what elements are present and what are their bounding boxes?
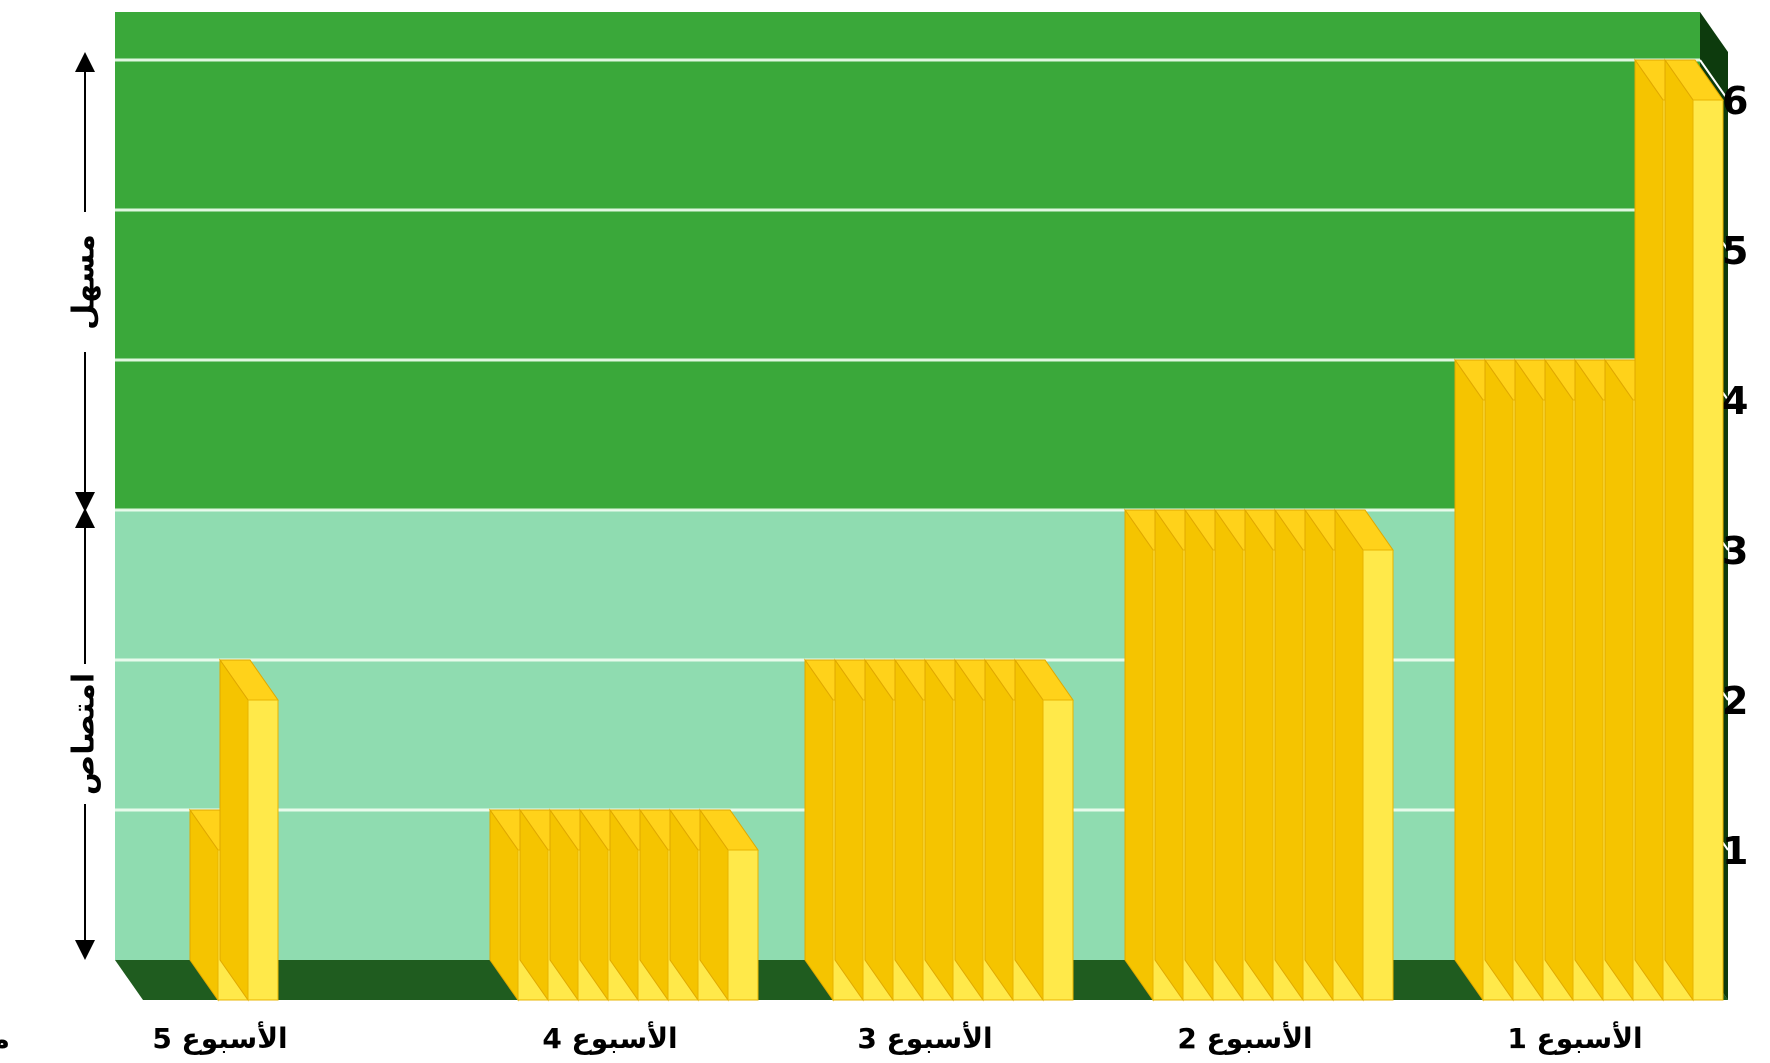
bar-g3-2-side <box>834 658 864 1002</box>
y-ticks-group: 1 2 3 4 5 6 <box>1722 79 1748 873</box>
zone-2 <box>115 12 1700 510</box>
bar-g4-6-side <box>1274 508 1304 1002</box>
bar-g3-3-side <box>864 658 894 1002</box>
side-labels-group: امتصاص مسهل <box>67 52 102 960</box>
bar-g5-2-side <box>1484 358 1514 1002</box>
bar-g3-8-side <box>1014 658 1044 1002</box>
category-label-5: الأسبوع 1 <box>1507 1021 1642 1055</box>
zones-group <box>115 12 1700 960</box>
category-label-4: الأسبوع 2 <box>1177 1021 1312 1055</box>
bar-g4-3-side <box>1184 508 1214 1002</box>
bar-g5-7-side <box>1634 58 1664 1002</box>
category-label-3: الأسبوع 3 <box>857 1021 992 1055</box>
bar-g5-8 <box>1664 58 1724 1002</box>
bar-g3-8-front <box>1042 699 1074 1001</box>
bar-g4-2-side <box>1154 508 1184 1002</box>
bar-g2-8 <box>699 808 759 1002</box>
bar-g3-8 <box>1014 658 1074 1002</box>
bar-g1-2-front <box>247 699 279 1001</box>
bar-g4-8 <box>1334 508 1394 1002</box>
bars-group <box>189 58 1724 1002</box>
zone-label-1: امتصاص <box>67 673 102 795</box>
bar-g4-4-side <box>1214 508 1244 1002</box>
bar-g5-3-side <box>1514 358 1544 1002</box>
bar-g5-4-side <box>1544 358 1574 1002</box>
bar-g4-8-front <box>1362 549 1394 1001</box>
bar-g3-7-side <box>984 658 1014 1002</box>
bar-g5-8-side <box>1664 58 1694 1002</box>
bar-g1-2-side <box>219 658 249 1002</box>
bar-g3-5-side <box>924 658 954 1002</box>
category-labels-group: الأسبوع 5 الأسبوع 4 الأسبوع 3 الأسبوع 2 الأس… <box>152 1021 1642 1055</box>
bar-g4-8-side <box>1334 508 1364 1002</box>
bar-g3-1-side <box>804 658 834 1002</box>
x-axis-title: مدة العلاج <box>0 1022 10 1056</box>
bar-g3-4-side <box>894 658 924 1002</box>
bar-g4-1-side <box>1124 508 1154 1002</box>
bar-g5-1-side <box>1454 358 1484 1002</box>
bar-g1-2 <box>219 658 279 1002</box>
bar-g4-7-side <box>1304 508 1334 1002</box>
y-tick-label-3: 3 <box>1722 529 1748 573</box>
y-tick-label-5: 5 <box>1722 229 1748 273</box>
bar-g2-8-front <box>727 849 759 1001</box>
category-label-1: الأسبوع 5 <box>152 1021 287 1055</box>
bar-g4-5-side <box>1244 508 1274 1002</box>
bar-g3-6-side <box>954 658 984 1002</box>
bar-g5-6-side <box>1604 358 1634 1002</box>
y-tick-label-4: 4 <box>1722 379 1748 423</box>
bar-g5-8-front <box>1692 99 1724 1001</box>
right-wall-tick-6 <box>1699 59 1729 101</box>
category-label-2: الأسبوع 4 <box>542 1021 677 1055</box>
y-tick-label-2: 2 <box>1722 679 1748 723</box>
y-tick-label-6: 6 <box>1722 79 1748 123</box>
bar-g5-5-side <box>1574 358 1604 1002</box>
zone-label-2: مسهل <box>67 234 102 330</box>
y-tick-label-1: 1 <box>1722 829 1748 873</box>
